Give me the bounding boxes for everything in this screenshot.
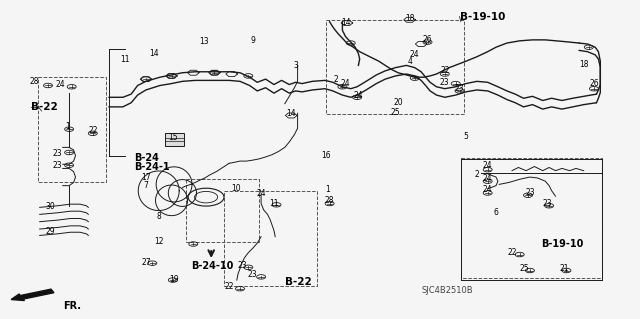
Text: 20: 20 (393, 98, 403, 107)
Text: 24: 24 (353, 91, 364, 100)
Text: B-24-10: B-24-10 (191, 261, 233, 271)
Text: 24: 24 (340, 79, 351, 88)
Text: 26: 26 (422, 35, 433, 44)
Text: 2: 2 (474, 170, 479, 179)
Text: 8: 8 (156, 212, 161, 221)
Text: B-22: B-22 (31, 102, 58, 112)
Text: SJC4B2510B: SJC4B2510B (421, 286, 473, 295)
Text: 24: 24 (56, 80, 66, 89)
Text: 6: 6 (493, 208, 499, 217)
Bar (165, 133, 184, 146)
Text: 14: 14 (286, 109, 296, 118)
FancyArrow shape (11, 289, 54, 300)
Text: 16: 16 (321, 151, 332, 160)
Text: 29: 29 (45, 227, 55, 236)
Text: B-24-1: B-24-1 (134, 162, 170, 173)
Text: 30: 30 (45, 202, 55, 211)
Text: 14: 14 (148, 49, 159, 58)
Text: FR.: FR. (63, 301, 81, 311)
Text: 2: 2 (333, 75, 339, 84)
Text: 24: 24 (483, 185, 493, 194)
Text: 24: 24 (483, 174, 493, 182)
Text: 23: 23 (454, 84, 465, 93)
Text: 19: 19 (169, 275, 179, 284)
Text: 7: 7 (143, 181, 148, 190)
Text: 25: 25 (390, 108, 401, 117)
Bar (461, 158, 602, 278)
Bar (38, 77, 106, 182)
Text: 14: 14 (340, 18, 351, 27)
Text: 17: 17 (141, 173, 151, 182)
Text: 26: 26 (589, 79, 599, 88)
Text: 11: 11 (269, 199, 278, 208)
Text: B-19-10: B-19-10 (541, 239, 583, 249)
Bar (186, 179, 259, 242)
Text: B-19-10: B-19-10 (460, 11, 505, 22)
Bar (326, 20, 464, 114)
Text: 24: 24 (410, 50, 420, 59)
Text: 11: 11 (120, 55, 129, 63)
Text: 23: 23 (237, 261, 247, 270)
Text: 1: 1 (65, 122, 70, 130)
Text: 22: 22 (440, 66, 449, 75)
Text: B-24: B-24 (134, 153, 159, 163)
Text: 25: 25 (520, 264, 530, 273)
Text: 23: 23 (52, 161, 63, 170)
Text: 23: 23 (525, 189, 535, 197)
Text: 24: 24 (256, 189, 266, 198)
Text: 23: 23 (52, 149, 63, 158)
Text: 13: 13 (198, 37, 209, 46)
Text: 22: 22 (508, 248, 516, 257)
Text: 18: 18 (579, 60, 588, 69)
Text: 23: 23 (542, 199, 552, 208)
Text: 3: 3 (293, 61, 298, 70)
Text: 5: 5 (463, 132, 468, 141)
Text: 28: 28 (29, 77, 38, 86)
Text: 21: 21 (560, 264, 569, 273)
Text: 9: 9 (250, 36, 255, 45)
Text: 12: 12 (154, 237, 163, 246)
Text: 27: 27 (141, 258, 151, 267)
Text: 10: 10 (230, 184, 241, 193)
Text: 22: 22 (88, 126, 97, 135)
Text: 23: 23 (248, 271, 258, 279)
Text: B-22: B-22 (285, 277, 312, 287)
Text: 4: 4 (407, 57, 412, 66)
Text: 22: 22 (225, 282, 234, 291)
Text: 15: 15 (168, 133, 178, 142)
Text: 23: 23 (440, 78, 450, 87)
Text: 1: 1 (325, 185, 330, 194)
Text: 28: 28 (325, 196, 334, 205)
Text: 24: 24 (483, 161, 493, 170)
Bar (224, 191, 317, 286)
Text: 18: 18 (405, 14, 414, 23)
